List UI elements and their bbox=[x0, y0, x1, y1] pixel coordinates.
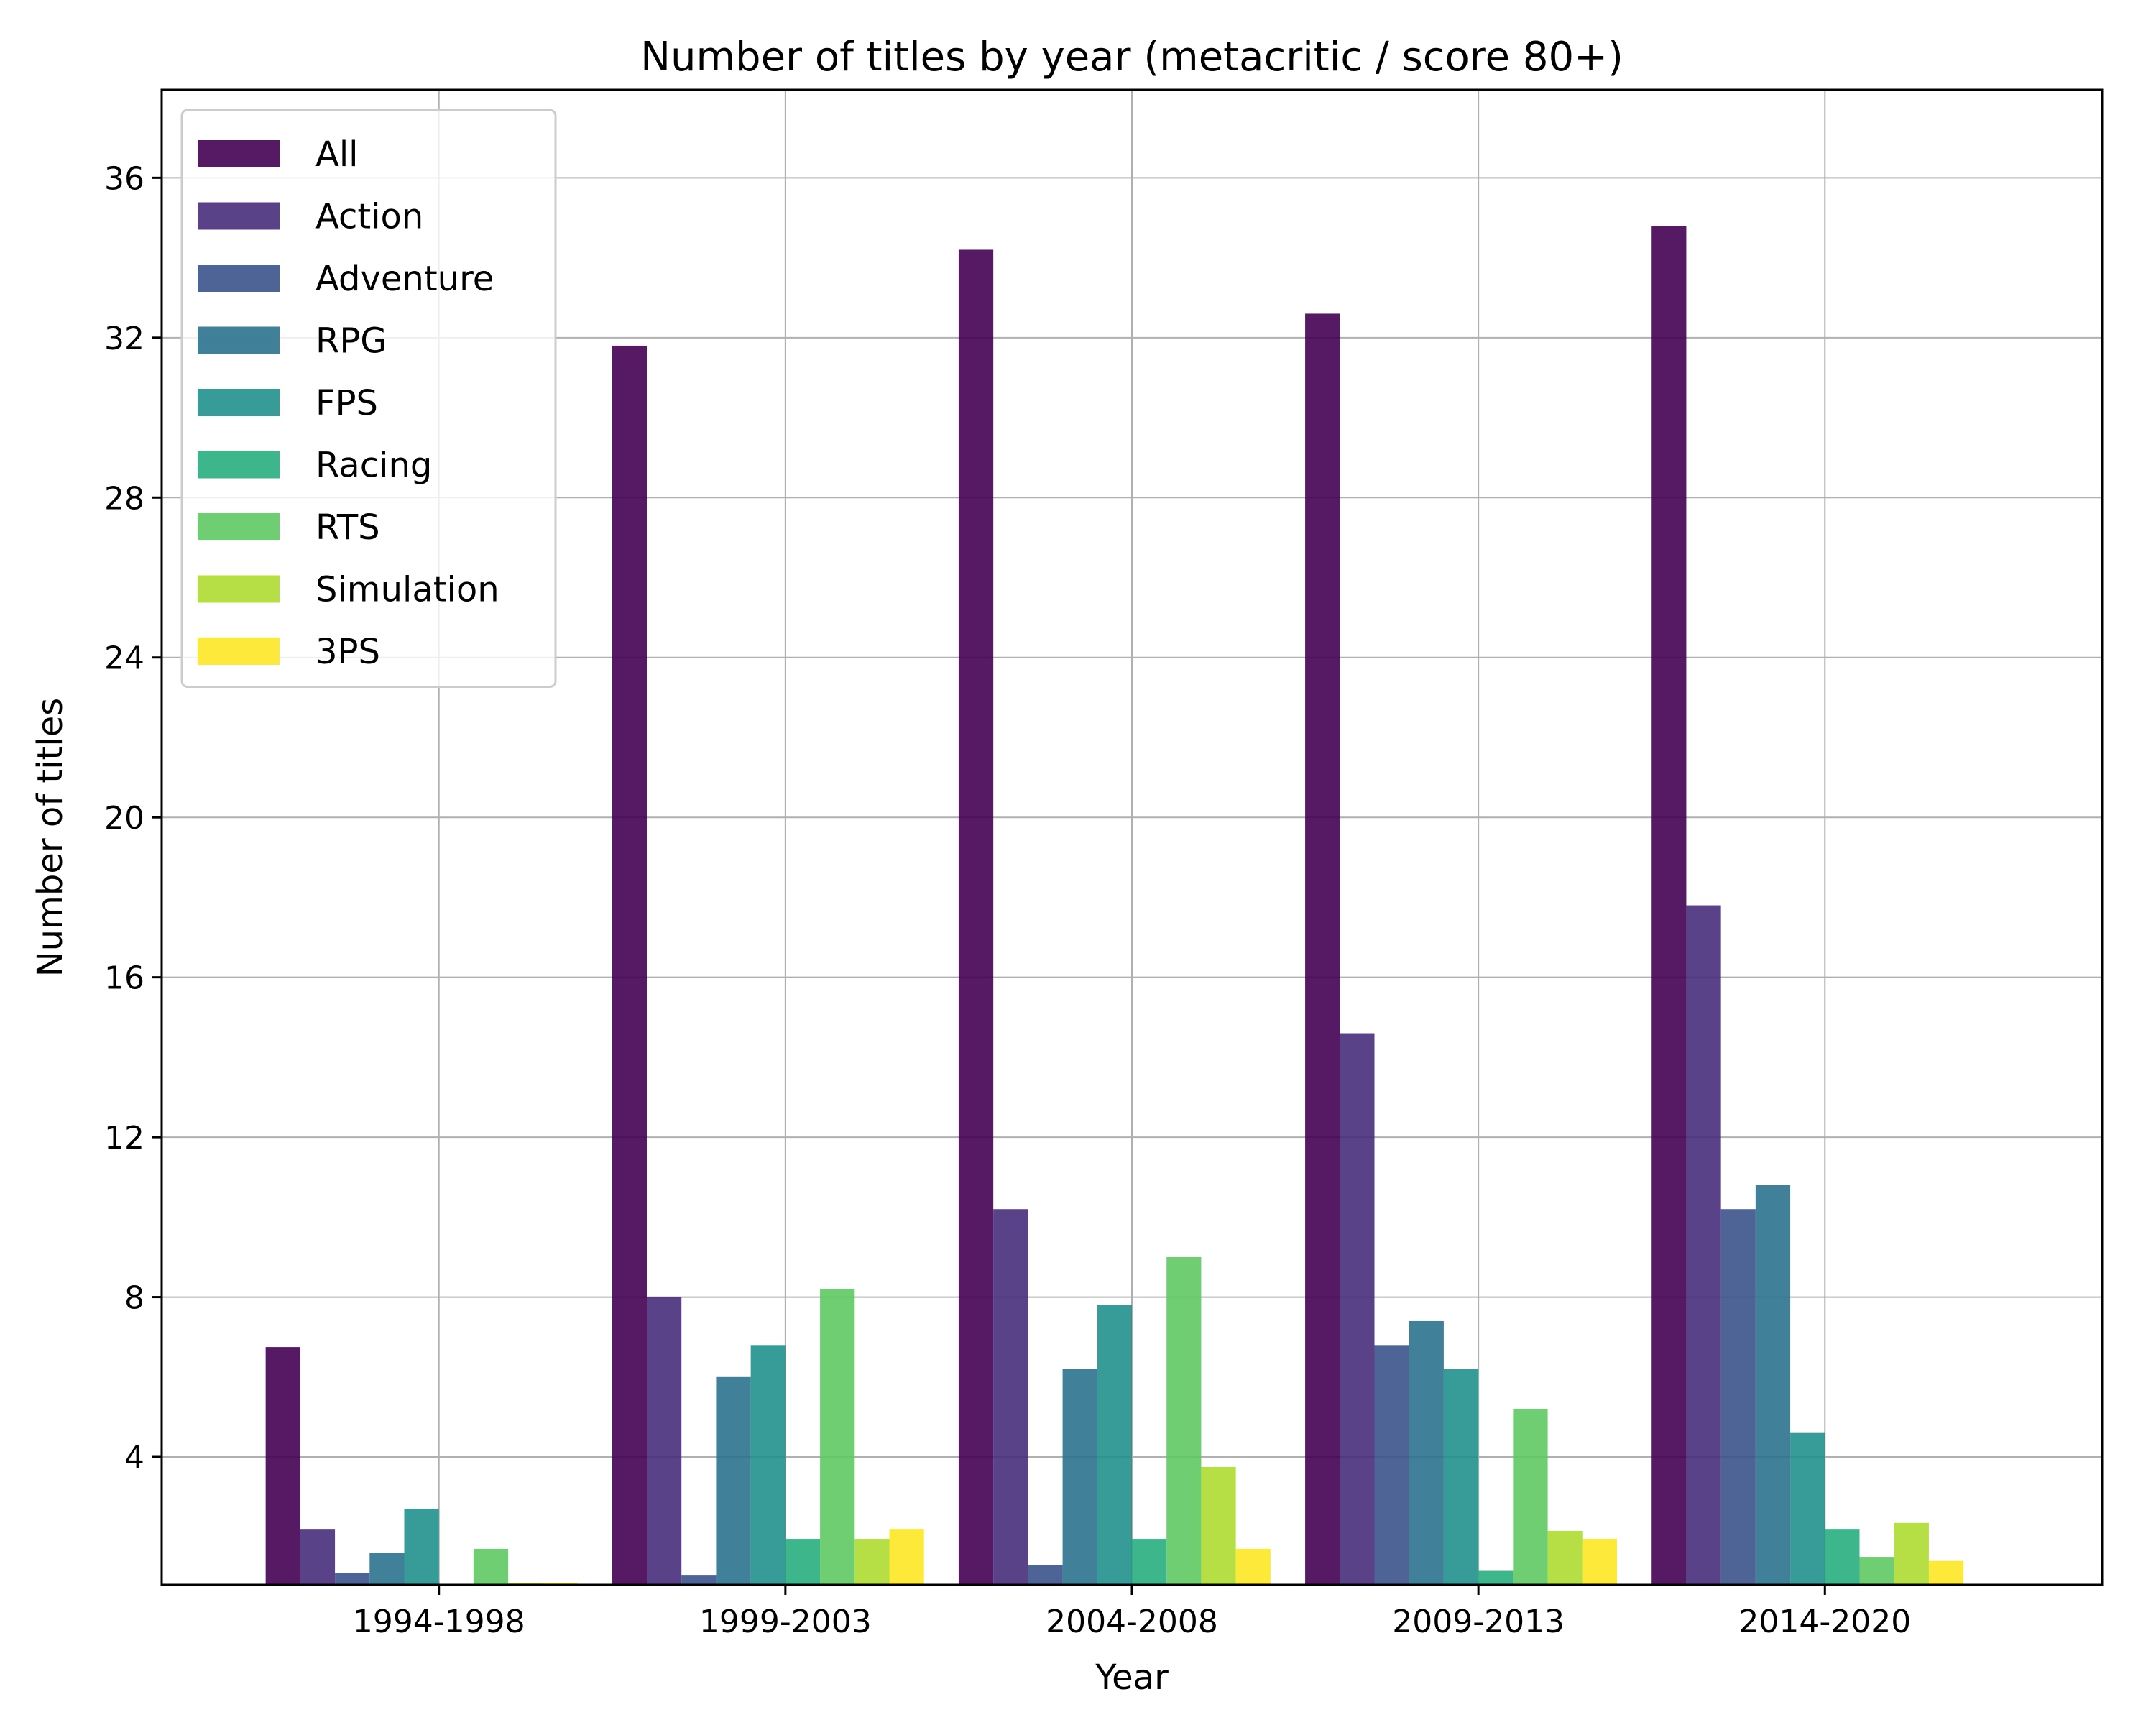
bar-adventure-1994-1998 bbox=[335, 1573, 370, 1585]
legend-swatch-adventure bbox=[198, 264, 280, 292]
bar-3ps-2004-2008 bbox=[1235, 1548, 1271, 1585]
chart-title: Number of titles by year (metacritic / s… bbox=[640, 34, 1623, 80]
bar-rts-1994-1998 bbox=[473, 1548, 509, 1585]
y-tick-label: 28 bbox=[104, 480, 144, 517]
bar-rts-2014-2020 bbox=[1859, 1557, 1894, 1585]
bar-rts-1999-2003 bbox=[820, 1289, 855, 1585]
y-tick-label: 4 bbox=[124, 1440, 144, 1476]
bar-simulation-1999-2003 bbox=[854, 1539, 890, 1585]
bar-simulation-2009-2013 bbox=[1547, 1530, 1583, 1585]
bar-3ps-2009-2013 bbox=[1582, 1539, 1617, 1585]
bar-3ps-2014-2020 bbox=[1928, 1560, 1964, 1585]
bar-rts-2004-2008 bbox=[1166, 1256, 1202, 1585]
bar-rpg-1999-2003 bbox=[716, 1376, 751, 1585]
legend-label-fps: FPS bbox=[315, 383, 378, 423]
legend-swatch-rts bbox=[198, 513, 280, 540]
bar-racing-2009-2013 bbox=[1478, 1570, 1514, 1585]
legend-label-simulation: Simulation bbox=[315, 570, 499, 610]
legend-label-action: Action bbox=[315, 197, 423, 237]
bar-action-2009-2013 bbox=[1340, 1033, 1375, 1585]
bar-fps-2004-2008 bbox=[1097, 1305, 1132, 1585]
legend-swatch-3ps bbox=[198, 638, 280, 665]
axis-ticks: 4 8 12 16 20 24 28 32 36 1994-1998 1999-2003 2004-2… bbox=[104, 160, 1911, 1640]
bar-rpg-2004-2008 bbox=[1062, 1368, 1097, 1585]
bar-racing-2004-2008 bbox=[1132, 1539, 1167, 1585]
bar-all-2014-2020 bbox=[1651, 226, 1687, 1585]
legend-label-3ps: 3PS bbox=[315, 632, 380, 672]
bar-racing-2014-2020 bbox=[1825, 1529, 1860, 1585]
bar-action-2014-2020 bbox=[1686, 905, 1721, 1585]
bar-all-1994-1998 bbox=[265, 1347, 300, 1585]
legend-label-rts: RTS bbox=[315, 507, 380, 548]
bar-adventure-2009-2013 bbox=[1374, 1345, 1409, 1585]
y-tick-label: 8 bbox=[124, 1280, 144, 1317]
y-tick-label: 12 bbox=[104, 1120, 144, 1156]
y-tick-label: 36 bbox=[104, 160, 144, 197]
bar-adventure-2004-2008 bbox=[1028, 1565, 1063, 1585]
legend-label-rpg: RPG bbox=[315, 321, 387, 362]
bars bbox=[265, 226, 1964, 1586]
x-tick-label: 1994-1998 bbox=[353, 1604, 525, 1640]
x-tick-label: 2014-2020 bbox=[1738, 1604, 1911, 1640]
bar-fps-2009-2013 bbox=[1443, 1368, 1479, 1585]
legend-swatch-simulation bbox=[198, 575, 280, 603]
x-tick-label: 2009-2013 bbox=[1392, 1604, 1565, 1640]
bar-simulation-2004-2008 bbox=[1201, 1466, 1236, 1585]
legend-swatch-rpg bbox=[198, 326, 280, 354]
bar-3ps-1999-2003 bbox=[889, 1529, 924, 1585]
y-tick-label: 20 bbox=[104, 800, 144, 837]
legend-swatch-all bbox=[198, 140, 280, 167]
bar-action-1999-2003 bbox=[647, 1297, 682, 1585]
bar-rpg-1994-1998 bbox=[369, 1552, 405, 1585]
x-axis-label: Year bbox=[1095, 1657, 1169, 1698]
y-tick-label: 32 bbox=[104, 321, 144, 357]
y-tick-label: 24 bbox=[104, 640, 144, 677]
legend-swatch-fps bbox=[198, 389, 280, 416]
bar-all-1999-2003 bbox=[612, 345, 647, 1586]
legend-swatch-action bbox=[198, 202, 280, 230]
y-axis-label: Number of titles bbox=[30, 698, 70, 977]
legend-swatch-racing bbox=[198, 451, 280, 479]
legend-label-racing: Racing bbox=[315, 446, 432, 486]
bar-fps-1994-1998 bbox=[404, 1509, 439, 1585]
bar-all-2009-2013 bbox=[1305, 313, 1340, 1585]
legend-box bbox=[180, 109, 557, 688]
bar-fps-1999-2003 bbox=[750, 1345, 786, 1585]
bar-simulation-2014-2020 bbox=[1894, 1522, 1929, 1585]
bar-rpg-2014-2020 bbox=[1755, 1184, 1791, 1585]
bar-fps-2014-2020 bbox=[1790, 1432, 1825, 1585]
legend: All Action Adventure RPG FPS Racing RTS Simulat… bbox=[180, 109, 557, 688]
x-tick-label: 2004-2008 bbox=[1046, 1604, 1218, 1640]
x-tick-label: 1999-2003 bbox=[699, 1604, 872, 1640]
bar-rpg-2009-2013 bbox=[1409, 1320, 1444, 1585]
bar-adventure-1999-2003 bbox=[681, 1575, 717, 1585]
legend-label-all: All bbox=[315, 134, 359, 175]
bar-racing-1999-2003 bbox=[785, 1539, 821, 1585]
bar-adventure-2014-2020 bbox=[1720, 1209, 1756, 1585]
bar-rts-2009-2013 bbox=[1513, 1409, 1548, 1585]
bar-action-1994-1998 bbox=[300, 1529, 336, 1585]
bar-all-2004-2008 bbox=[958, 249, 994, 1585]
y-tick-label: 16 bbox=[104, 960, 144, 997]
legend-label-adventure: Adventure bbox=[315, 259, 494, 299]
bar-action-2004-2008 bbox=[993, 1209, 1028, 1585]
